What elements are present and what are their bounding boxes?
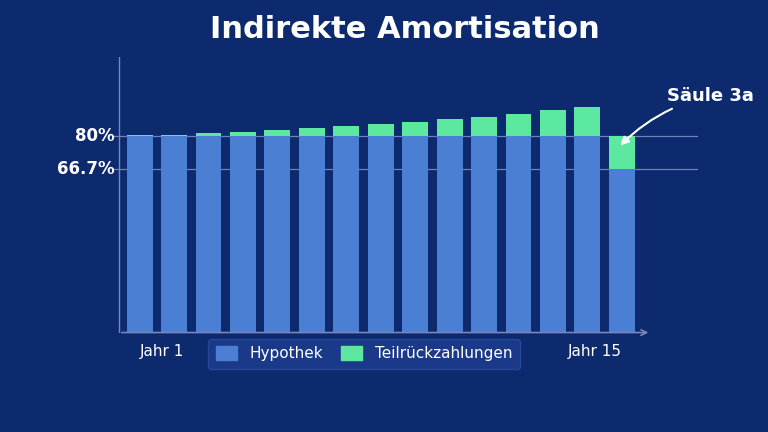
Bar <box>161 136 187 333</box>
Bar <box>333 126 359 136</box>
Title: Indirekte Amortisation: Indirekte Amortisation <box>210 15 600 44</box>
Text: Jahr 1: Jahr 1 <box>140 343 184 359</box>
Bar <box>437 119 462 136</box>
Bar <box>230 132 256 136</box>
Bar <box>127 135 153 136</box>
Text: Säule 3a: Säule 3a <box>622 87 753 144</box>
Bar <box>299 128 325 136</box>
Bar <box>471 117 497 136</box>
Bar <box>437 136 462 333</box>
Bar <box>540 136 566 333</box>
Bar <box>161 134 187 136</box>
Bar <box>574 136 601 333</box>
Bar <box>402 122 428 136</box>
Bar <box>368 136 394 333</box>
Bar <box>264 130 290 136</box>
Bar <box>196 133 221 136</box>
Bar <box>505 114 531 136</box>
Bar <box>540 111 566 136</box>
Text: Jahr 15: Jahr 15 <box>568 343 622 359</box>
Text: 66.7%: 66.7% <box>57 160 115 178</box>
Bar <box>402 136 428 333</box>
Bar <box>574 107 601 136</box>
Legend: Hypothek, Teilrückzahlungen: Hypothek, Teilrückzahlungen <box>208 339 520 369</box>
Bar <box>505 136 531 333</box>
Bar <box>127 136 153 333</box>
Bar <box>196 136 221 333</box>
Bar <box>333 136 359 333</box>
Bar <box>471 136 497 333</box>
Text: 80%: 80% <box>75 127 115 145</box>
Bar <box>368 124 394 136</box>
Bar <box>230 136 256 333</box>
Bar <box>264 136 290 333</box>
Bar <box>299 136 325 333</box>
Bar <box>609 136 635 169</box>
Bar <box>609 169 635 333</box>
